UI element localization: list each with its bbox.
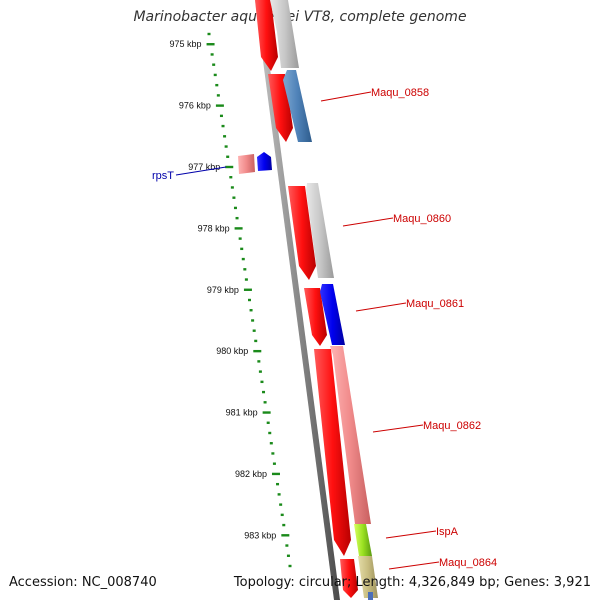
ruler-minor-tick xyxy=(244,278,248,281)
ruler-minor-tick xyxy=(226,155,230,158)
ruler-minor-tick xyxy=(219,114,223,118)
ruler-minor-tick xyxy=(254,339,258,343)
ruler-major-tick xyxy=(243,288,252,291)
ruler-minor-tick xyxy=(288,564,292,568)
ruler-minor-tick xyxy=(266,421,270,424)
gene-arrow-reverse-5[interactable] xyxy=(314,349,351,556)
ruler-minor-tick xyxy=(271,452,275,455)
label-leaders xyxy=(175,91,440,570)
gene-arrow-reverse-3[interactable] xyxy=(288,186,316,280)
ruler-minor-tick xyxy=(212,63,216,66)
leader-maqu-0862 xyxy=(372,424,424,433)
ruler-minor-tick xyxy=(277,493,281,496)
ruler-minor-tick xyxy=(279,503,283,506)
ruler-minor-tick xyxy=(241,257,245,261)
gene-feature-grey-1[interactable] xyxy=(270,0,299,68)
ruler-label: 979 kbp xyxy=(207,285,239,295)
label-rpst[interactable]: rpsT xyxy=(152,170,174,182)
ruler-label: 975 kbp xyxy=(170,39,202,49)
ruler-minor-tick xyxy=(221,124,225,128)
ruler-minor-tick xyxy=(224,145,228,148)
ruler-minor-tick xyxy=(258,370,262,373)
leader-maqu-0860 xyxy=(342,217,394,227)
label-ispa[interactable]: IspA xyxy=(436,526,459,538)
genome-summary-text: Topology: circular; Length: 4,326,849 bp… xyxy=(233,575,591,590)
ruler-minor-tick xyxy=(240,247,244,251)
ruler-label: 976 kbp xyxy=(179,101,211,111)
ruler-minor-tick xyxy=(263,401,267,404)
gene-arrow-reverse-1[interactable] xyxy=(255,0,278,71)
scale-ruler: 975 kbp 976 kbp 977 kbp 978 kbp 979 kbp 980 k… xyxy=(170,32,292,568)
ruler-minor-tick xyxy=(251,319,255,322)
gene-arrow-reverse-6[interactable] xyxy=(340,559,358,598)
ruler-minor-tick xyxy=(268,431,272,435)
ruler-minor-tick xyxy=(233,206,237,210)
ruler-major-tick xyxy=(262,411,271,414)
genome-backbone xyxy=(255,0,340,600)
leader-rpst xyxy=(175,166,227,176)
ruler-major-tick xyxy=(215,104,224,107)
ruler-minor-tick xyxy=(269,442,273,445)
ruler-minor-tick xyxy=(210,53,214,56)
leader-maqu-0864 xyxy=(388,561,440,570)
ruler-label: 983 kbp xyxy=(244,530,276,540)
leader-maqu-0861 xyxy=(355,302,407,312)
gene-maqu-0858-block[interactable] xyxy=(283,70,312,142)
rna-rpst-block[interactable] xyxy=(238,154,255,174)
ruler-minor-tick xyxy=(230,186,234,189)
label-maqu-0858[interactable]: Maqu_0858 xyxy=(371,87,429,99)
ruler-minor-tick xyxy=(280,513,284,517)
ruler-minor-tick xyxy=(223,135,227,138)
label-maqu-0861[interactable]: Maqu_0861 xyxy=(406,298,464,310)
accession-text: Accession: NC_008740 xyxy=(9,575,157,590)
label-maqu-0864[interactable]: Maqu_0864 xyxy=(439,557,497,569)
ruler-major-tick xyxy=(271,472,280,476)
ruler-label: 981 kbp xyxy=(226,408,258,418)
ruler-minor-tick xyxy=(286,554,290,557)
ruler-minor-tick xyxy=(238,237,242,240)
ruler-major-tick xyxy=(253,349,262,353)
ruler-label: 980 kbp xyxy=(216,346,248,356)
label-maqu-0862[interactable]: Maqu_0862 xyxy=(423,420,481,432)
gene-maqu-0862-block[interactable] xyxy=(330,346,371,524)
gene-arrow-reverse-4[interactable] xyxy=(304,288,327,346)
gene-ispa-block[interactable] xyxy=(354,524,372,556)
leader-ispa xyxy=(385,530,437,539)
gene-maqu-0861-block[interactable] xyxy=(320,284,345,345)
ruler-minor-tick xyxy=(276,482,280,486)
ruler-minor-tick xyxy=(262,390,266,394)
ruler-major-tick xyxy=(234,227,243,230)
ruler-minor-tick xyxy=(235,216,239,220)
ruler-minor-tick xyxy=(232,196,236,199)
ruler-minor-tick xyxy=(216,94,220,97)
ruler-major-tick xyxy=(206,43,215,46)
ruler-minor-tick xyxy=(282,523,286,527)
gene-maqu-0864-block[interactable] xyxy=(358,556,378,598)
rna-rpst-arrow[interactable] xyxy=(257,152,272,171)
map-title: Marinobacter aquaeolei VT8, complete gen… xyxy=(133,9,467,25)
ruler-minor-tick xyxy=(243,268,247,271)
ruler-minor-tick xyxy=(248,298,251,302)
ruler-minor-tick xyxy=(249,309,253,312)
ruler-minor-tick xyxy=(213,73,217,77)
ruler-minor-tick xyxy=(260,380,264,384)
ruler-minor-tick xyxy=(207,32,211,36)
label-maqu-0860[interactable]: Maqu_0860 xyxy=(393,213,451,225)
ruler-minor-tick xyxy=(229,176,233,179)
gene-feature-small-blue[interactable] xyxy=(368,592,373,600)
ruler-major-tick xyxy=(281,534,290,537)
ruler-minor-tick xyxy=(252,329,256,332)
ruler-major-tick xyxy=(225,165,234,169)
ruler-label: 978 kbp xyxy=(198,223,230,233)
leader-maqu-0858 xyxy=(320,91,372,102)
ruler-label: 977 kbp xyxy=(188,162,220,172)
ruler-label: 982 kbp xyxy=(235,469,267,479)
ruler-minor-tick xyxy=(272,462,276,465)
ruler-minor-tick xyxy=(215,83,219,87)
ruler-minor-tick xyxy=(257,360,261,363)
ruler-minor-tick xyxy=(285,544,289,547)
gene-maqu-0860-block[interactable] xyxy=(306,183,334,278)
